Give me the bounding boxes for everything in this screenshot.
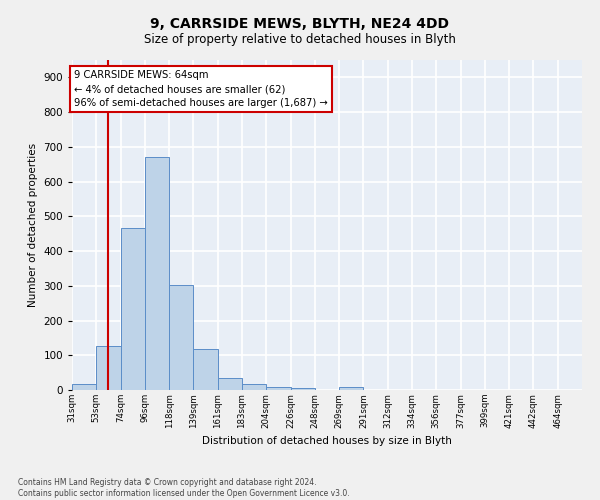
Bar — [242, 384, 266, 390]
Text: 9 CARRSIDE MEWS: 64sqm
← 4% of detached houses are smaller (62)
96% of semi-deta: 9 CARRSIDE MEWS: 64sqm ← 4% of detached … — [74, 70, 328, 108]
Bar — [96, 346, 121, 390]
Bar — [218, 378, 242, 390]
Bar — [72, 384, 96, 390]
Text: Contains HM Land Registry data © Crown copyright and database right 2024.
Contai: Contains HM Land Registry data © Crown c… — [18, 478, 350, 498]
Text: Size of property relative to detached houses in Blyth: Size of property relative to detached ho… — [144, 32, 456, 46]
Bar — [290, 388, 315, 390]
Bar — [145, 156, 169, 390]
X-axis label: Distribution of detached houses by size in Blyth: Distribution of detached houses by size … — [202, 436, 452, 446]
Y-axis label: Number of detached properties: Number of detached properties — [28, 143, 38, 307]
Bar — [169, 285, 193, 390]
Bar — [193, 349, 218, 390]
Bar — [266, 386, 290, 390]
Text: 9, CARRSIDE MEWS, BLYTH, NE24 4DD: 9, CARRSIDE MEWS, BLYTH, NE24 4DD — [151, 18, 449, 32]
Bar — [339, 386, 364, 390]
Bar — [121, 228, 145, 390]
